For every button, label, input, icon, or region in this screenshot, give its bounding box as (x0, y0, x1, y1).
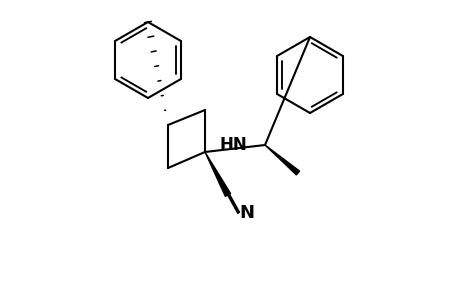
Text: N: N (239, 204, 253, 222)
Text: HN: HN (218, 136, 246, 154)
Polygon shape (205, 152, 230, 196)
Polygon shape (264, 145, 299, 175)
